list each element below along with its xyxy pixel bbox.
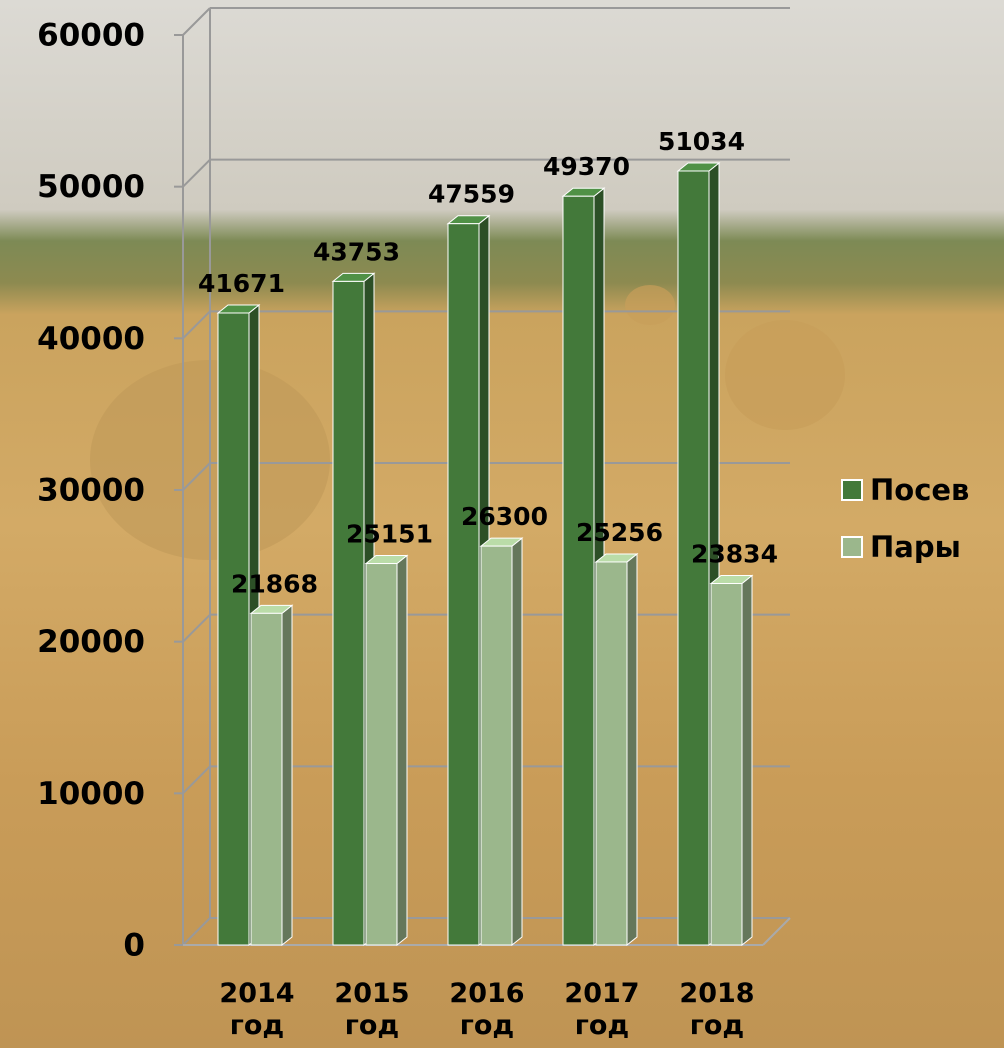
bar — [595, 561, 628, 946]
grid-line — [182, 765, 211, 795]
data-label: 21868 — [231, 569, 318, 598]
grid-line — [182, 917, 211, 946]
data-label: 51034 — [658, 127, 745, 156]
y-tick-label: 30000 — [37, 473, 145, 509]
x-tick-label: 2014 год — [219, 978, 295, 1041]
y-tick-label: 60000 — [37, 18, 145, 54]
x-tick-label: 2015 год — [334, 978, 410, 1041]
y-tick-label: 50000 — [37, 169, 145, 205]
x-tick-label: 2018 год — [679, 978, 755, 1041]
data-label: 25256 — [576, 518, 663, 547]
data-label: 23834 — [691, 540, 778, 569]
y-tick-label: 0 — [123, 928, 145, 964]
grid-line — [182, 158, 211, 188]
bar — [480, 545, 513, 946]
bale — [725, 320, 845, 430]
legend-label: Пары — [870, 530, 961, 564]
data-label: 43753 — [313, 237, 400, 266]
data-label: 26300 — [461, 502, 548, 531]
bar — [250, 612, 283, 946]
bale — [625, 285, 675, 325]
y-tick-label: 10000 — [37, 776, 145, 812]
floor — [762, 917, 791, 946]
y-tick-label: 20000 — [37, 624, 145, 660]
bar-side — [626, 552, 638, 947]
data-label: 25151 — [346, 520, 433, 549]
data-label: 41671 — [198, 269, 285, 298]
y-tick-label: 40000 — [37, 321, 145, 357]
data-label: 47559 — [428, 180, 515, 209]
bar-side — [741, 574, 753, 947]
grid-line — [182, 7, 211, 36]
bar — [365, 563, 398, 946]
x-tick-label: 2017 год — [564, 978, 640, 1041]
legend-swatch — [841, 536, 863, 558]
bar — [217, 312, 250, 946]
legend-label: Посев — [870, 473, 969, 507]
grid-line — [182, 462, 211, 491]
bar-side — [281, 604, 293, 947]
bar — [562, 195, 595, 946]
legend-swatch — [841, 479, 863, 501]
bar — [447, 223, 480, 946]
bar — [710, 583, 743, 946]
bar-side — [396, 554, 408, 947]
bar — [677, 170, 710, 946]
x-tick-label: 2016 год — [449, 978, 525, 1041]
grid-line — [182, 310, 211, 340]
grid-line — [182, 613, 211, 643]
bar — [332, 280, 365, 946]
data-label: 49370 — [543, 152, 630, 181]
bar-side — [511, 537, 523, 947]
